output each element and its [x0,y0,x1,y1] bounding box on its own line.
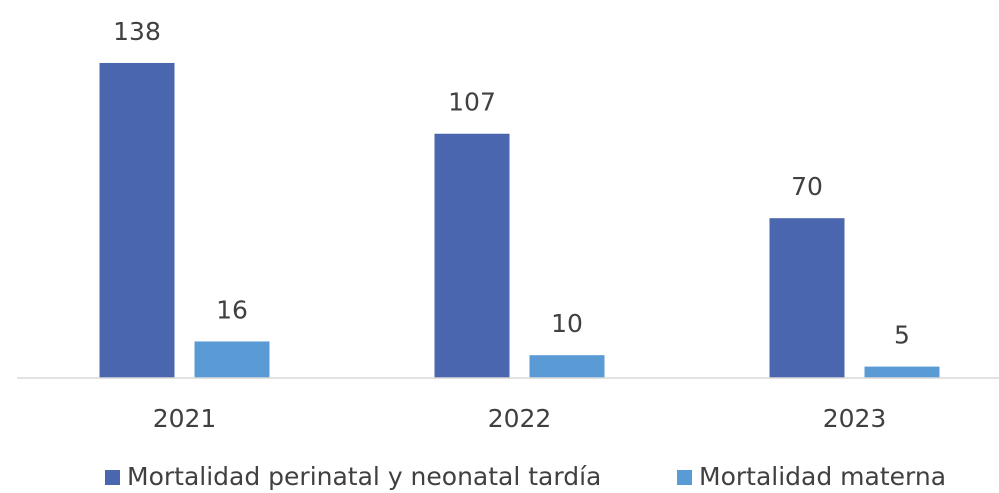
bar [529,355,605,378]
data-label: 70 [791,172,823,201]
data-label: 10 [551,309,583,338]
bar [864,366,940,378]
bar [434,133,510,378]
bar [769,218,845,378]
legend-swatch [105,470,120,485]
legend-label: Mortalidad materna [699,462,946,491]
legend-swatch [677,470,692,485]
x-tick-label: 2023 [823,404,887,433]
x-tick-label: 2021 [153,404,217,433]
x-tick-label: 2022 [488,404,552,433]
legend-label: Mortalidad perinatal y neonatal tardía [127,462,601,491]
data-label: 16 [216,295,248,324]
data-label: 138 [113,17,161,46]
bar [194,341,270,378]
bar [99,62,175,379]
data-label: 5 [894,321,910,350]
data-label: 107 [448,88,496,117]
